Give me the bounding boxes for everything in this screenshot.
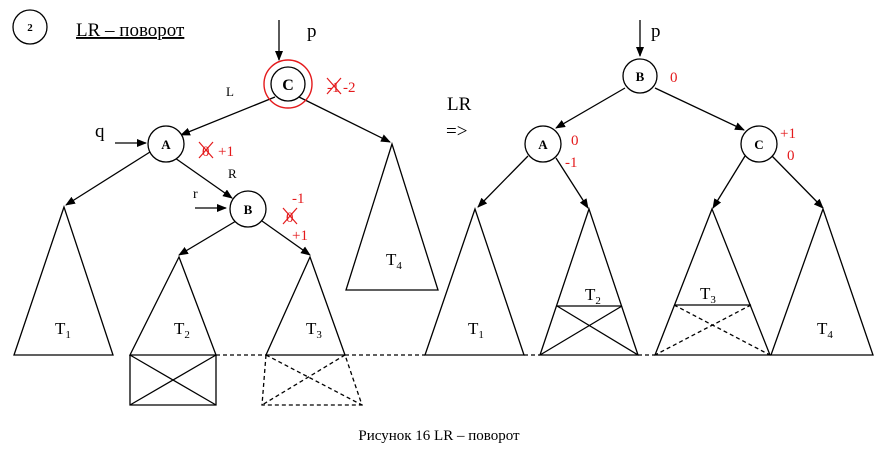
diagram-title: LR – поворот: [76, 20, 185, 41]
edge-rb-rc: [654, 87, 745, 131]
subtree-t1-right: T1: [424, 206, 525, 356]
node-a-right-label: A: [538, 137, 548, 152]
svg-text:T3: T3: [700, 284, 716, 306]
balance-a-old: 0: [202, 144, 210, 160]
subtree-t1-left: T1: [13, 204, 114, 356]
rotation-arrow: =>: [446, 121, 467, 142]
balance-a-right-bottom: -1: [565, 155, 578, 171]
edge-a-t1: [65, 151, 151, 206]
balance-c-left: -1 -2: [326, 77, 356, 96]
figure-caption: Рисунок 16 LR – поворот: [358, 428, 520, 444]
step-number: 2: [27, 22, 33, 34]
edge-c-t4: [298, 96, 391, 143]
svg-text:T1: T1: [55, 319, 71, 341]
edge-ra-t1: [477, 155, 529, 208]
balance-c-right-top: +1: [780, 126, 796, 142]
svg-text:T2: T2: [585, 285, 601, 307]
edge-label-l: L: [226, 84, 234, 99]
node-c-right-label: C: [754, 137, 763, 152]
edge-rc-t3: [712, 155, 746, 209]
node-c-right: C: [740, 125, 778, 163]
node-b-left: B: [229, 190, 267, 228]
balance-a-left: 0 +1: [198, 141, 234, 160]
svg-text:T4: T4: [386, 250, 402, 272]
pointer-p-label: p: [307, 21, 317, 42]
edge-rc-t4: [771, 155, 824, 209]
edge-b-t3: [261, 220, 311, 256]
subtree-t3-left: T3: [261, 255, 363, 406]
balance-b-old: 0: [286, 210, 294, 226]
pointer-r-label: r: [193, 187, 198, 202]
node-a-right: A: [524, 125, 562, 163]
svg-text:T1: T1: [468, 319, 484, 341]
balance-b-bottom: +1: [292, 228, 308, 244]
edge-c-a: [180, 96, 276, 136]
edge-rb-ra: [555, 87, 626, 129]
balance-b-left: -1 0 +1: [282, 191, 308, 244]
subtree-t4-right: T4: [770, 207, 874, 356]
subtree-t3-right: T3: [654, 207, 771, 356]
svg-text:T2: T2: [174, 319, 190, 341]
balance-c-right-bottom: 0: [787, 148, 795, 164]
edge-label-r: R: [228, 166, 237, 181]
balance-a-new: +1: [218, 144, 234, 160]
rotation-label: LR: [447, 94, 472, 115]
edge-a-b: [174, 157, 233, 199]
balance-b-right: 0: [670, 70, 678, 86]
balance-a-right-top: 0: [571, 133, 579, 149]
node-b-right-label: B: [636, 69, 645, 84]
svg-text:T4: T4: [817, 319, 833, 341]
subtree-t4-left: T4: [345, 141, 439, 291]
edge-b-t2: [178, 220, 237, 256]
node-a-left-label: A: [161, 137, 171, 152]
subtree-t2-left: T2: [128, 255, 217, 406]
node-c-left: C: [263, 59, 313, 109]
pointer-q-label: q: [95, 121, 105, 142]
balance-c-new: -2: [343, 80, 356, 96]
svg-text:T3: T3: [306, 319, 322, 341]
subtree-t2-right: T2: [539, 206, 639, 356]
edge-ra-t2: [555, 157, 589, 209]
node-c-left-label: C: [282, 77, 294, 94]
pointer-p-right-label: p: [651, 21, 661, 42]
balance-b-top: -1: [292, 191, 305, 207]
node-b-right: B: [622, 58, 658, 94]
node-a-left: A: [147, 125, 185, 163]
step-badge: 2: [12, 9, 48, 45]
node-b-left-label: B: [244, 202, 253, 217]
